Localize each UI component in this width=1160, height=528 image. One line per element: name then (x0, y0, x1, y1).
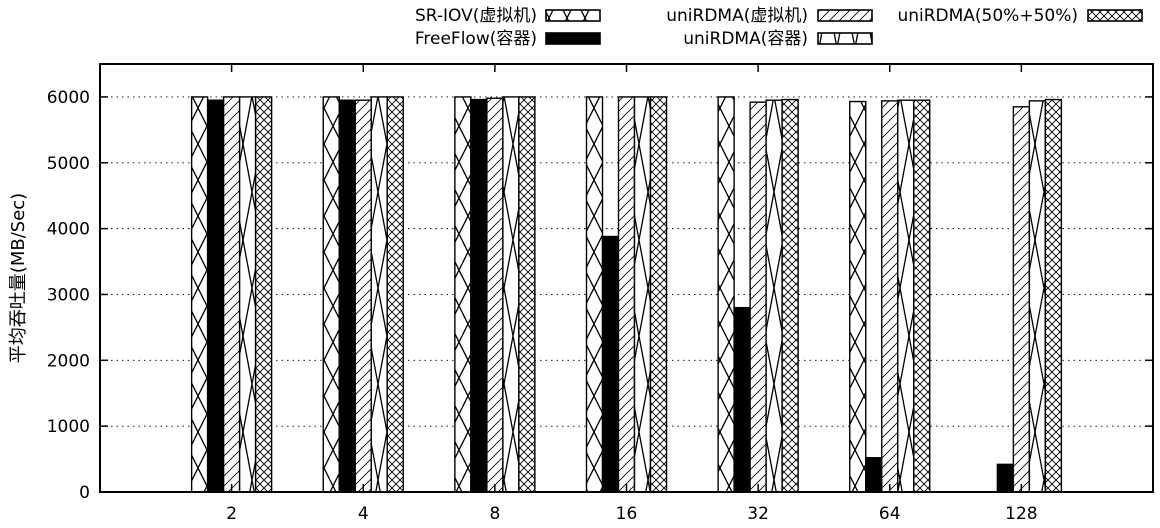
bar (913, 99, 931, 493)
bar (338, 99, 356, 493)
bar (190, 96, 209, 493)
bar (518, 96, 536, 493)
bar (502, 96, 520, 493)
bar (222, 96, 241, 493)
bar (1044, 98, 1063, 493)
x-tick-label: 8 (489, 504, 500, 524)
y-axis-label: 平均吞吐量(MB/Sec) (8, 193, 29, 363)
legend-label: uniRDMA(50%+50%) (897, 6, 1078, 26)
x-tick-label: 32 (747, 504, 769, 524)
bar (1028, 100, 1047, 493)
bar (470, 98, 488, 493)
bar (386, 96, 404, 493)
legend-label: FreeFlow(容器) (415, 29, 537, 49)
y-tick-label: 1000 (47, 417, 90, 437)
bar (881, 100, 899, 493)
bar (649, 96, 668, 493)
y-tick-label: 4000 (47, 220, 90, 240)
bar (454, 96, 472, 493)
bar (1012, 106, 1031, 493)
y-tick-label: 3000 (47, 285, 90, 305)
y-tick-label: 6000 (47, 88, 90, 108)
bar (617, 96, 636, 493)
y-tick-label: 0 (79, 483, 90, 503)
y-tick-label: 2000 (47, 351, 90, 371)
y-axis-ticks: 0 1000 2000 3000 4000 5000 6000 (47, 88, 1153, 503)
bar (897, 99, 915, 493)
legend-label: uniRDMA(容器) (683, 29, 808, 49)
y-tick-label: 5000 (47, 154, 90, 174)
legend-label: uniRDMA(虚拟机) (666, 6, 808, 26)
bar (370, 96, 388, 493)
bar (254, 96, 273, 493)
bar (486, 97, 504, 493)
x-tick-label: 128 (1005, 504, 1037, 524)
bar (717, 96, 735, 493)
x-tick-label: 16 (616, 504, 638, 524)
bar (765, 99, 783, 493)
x-axis-ticks: 2 4 8 16 32 64 128 (226, 64, 1038, 524)
bar (749, 101, 767, 493)
legend-swatch (817, 9, 873, 22)
legend-swatch (1087, 9, 1143, 22)
legend-label: SR-IOV(虚拟机) (415, 6, 537, 26)
bar (238, 96, 257, 493)
bar (733, 306, 751, 493)
x-tick-label: 4 (358, 504, 369, 524)
x-tick-label: 2 (226, 504, 237, 524)
legend: SR-IOV(虚拟机) FreeFlow(容器) uniRDMA(虚拟机) uniRD… (415, 6, 1143, 49)
bar (865, 457, 883, 493)
bar (585, 96, 604, 493)
bar (781, 98, 799, 493)
bar (633, 96, 652, 493)
bar (206, 99, 225, 493)
bar (601, 235, 620, 493)
legend-swatch (545, 9, 601, 22)
bar (996, 463, 1015, 493)
legend-swatch (817, 32, 873, 45)
legend-swatch (545, 32, 601, 45)
x-tick-label: 64 (879, 504, 901, 524)
bars (190, 96, 1063, 493)
bar (354, 99, 372, 493)
bar (322, 96, 340, 493)
bar (849, 100, 867, 493)
